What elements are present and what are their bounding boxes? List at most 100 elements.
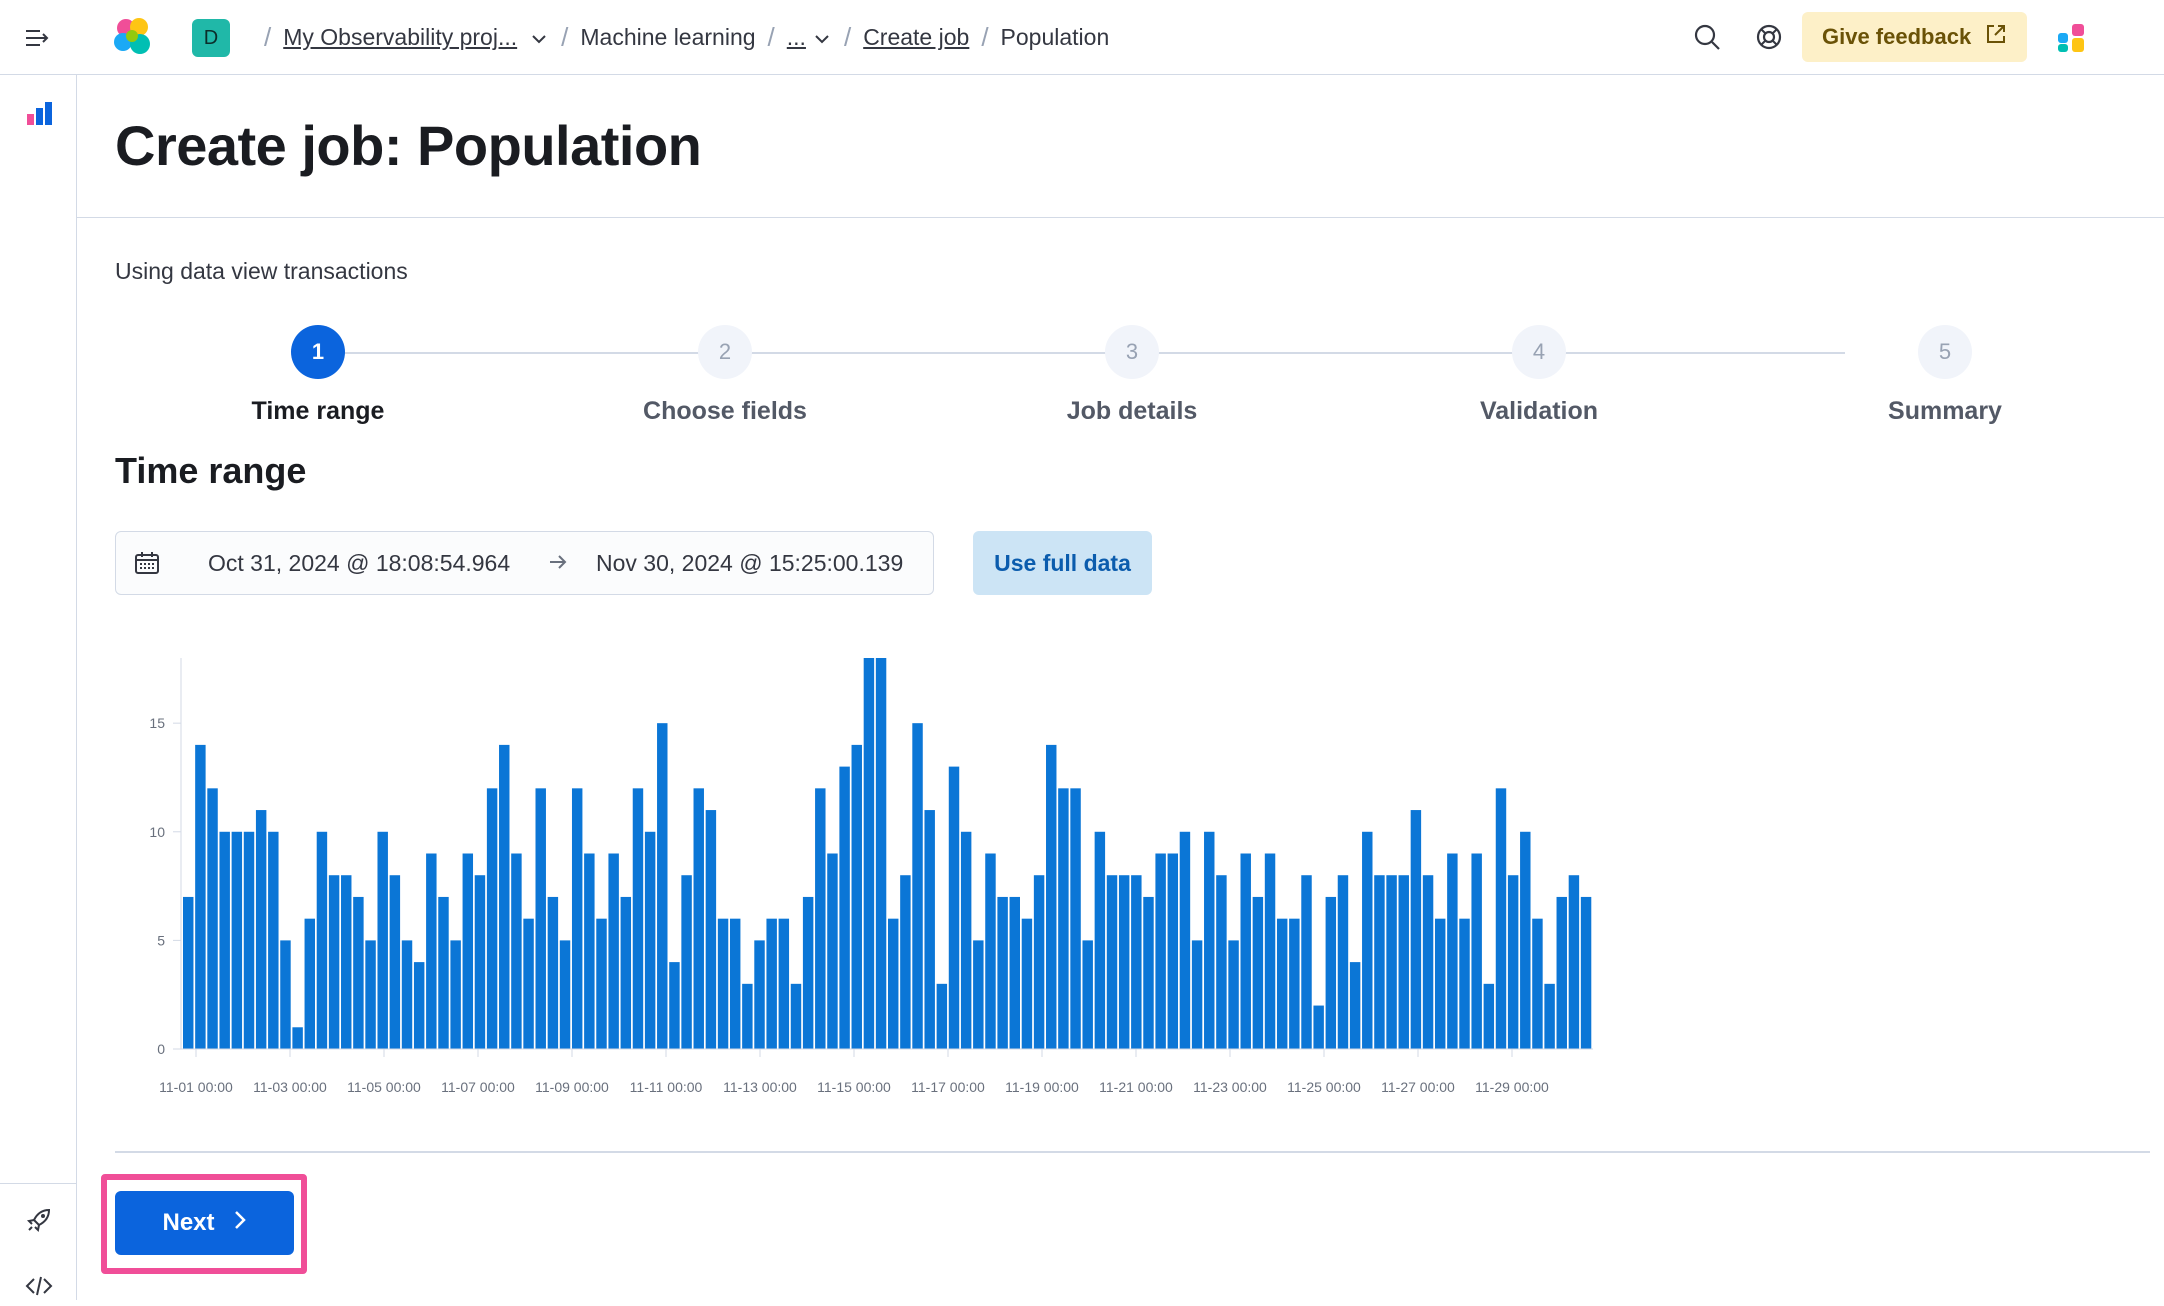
chart-bar — [839, 766, 850, 1049]
chart-bar — [1459, 918, 1470, 1049]
breadcrumb-create-job[interactable]: Create job — [863, 24, 970, 50]
chart-bar — [499, 744, 510, 1049]
chart-bar — [644, 831, 656, 1049]
chart-bar — [584, 853, 595, 1049]
chart-bar — [1058, 788, 1069, 1049]
chart-bar — [1094, 831, 1106, 1049]
chart-bar — [1131, 875, 1142, 1049]
chart-bar — [353, 896, 364, 1049]
use-full-data-button[interactable]: Use full data — [973, 531, 1152, 595]
section-title: Time range — [115, 450, 307, 491]
chart-bar — [802, 896, 814, 1049]
x-tick-label: 11-17 00:00 — [911, 1079, 985, 1095]
search-icon[interactable] — [1690, 20, 1724, 54]
chart-bar — [474, 875, 486, 1049]
arrow-right-icon — [546, 550, 572, 576]
x-tick-label: 11-29 00:00 — [1475, 1079, 1549, 1095]
x-tick-label: 11-19 00:00 — [1005, 1079, 1079, 1095]
breadcrumb-overflow[interactable]: ... — [786, 24, 806, 50]
chart-bar — [280, 940, 291, 1049]
app-switcher-icon[interactable] — [2058, 24, 2086, 52]
step-validation[interactable]: 4 Validation — [1389, 325, 1689, 426]
chart-bar — [535, 788, 546, 1049]
x-tick-label: 11-11 00:00 — [630, 1079, 703, 1095]
chart-bar — [1374, 875, 1385, 1049]
breadcrumb-project[interactable]: My Observability proj... — [283, 24, 518, 50]
step-time-range[interactable]: 1 Time range — [168, 325, 468, 426]
step-label: Choose fields — [643, 397, 807, 425]
step-choose-fields[interactable]: 2 Choose fields — [575, 325, 875, 426]
chart-bar — [1544, 983, 1555, 1049]
chart-bar — [717, 918, 729, 1049]
step-job-details[interactable]: 3 Job details — [982, 325, 1282, 426]
chart-bar — [219, 831, 230, 1049]
chart-bar — [292, 1027, 303, 1049]
x-tick-label: 11-03 00:00 — [253, 1079, 327, 1095]
chart-bar — [596, 918, 607, 1049]
page-title: Create job: Population — [115, 114, 702, 177]
chart-bar — [341, 875, 352, 1049]
step-label: Time range — [251, 397, 385, 425]
chart-bar — [1191, 940, 1203, 1049]
rail-divider — [0, 1183, 77, 1184]
event-rate-chart: 0 5 10 15 11-01 00:00 11-03 00:00 11-05 00:00 1… — [149, 658, 1593, 1095]
chart-bar — [1483, 983, 1495, 1049]
machine-learning-icon[interactable] — [24, 99, 54, 129]
end-date[interactable]: Nov 30, 2024 @ 15:25:00.139 — [596, 550, 904, 576]
x-tick-label: 11-09 00:00 — [535, 1079, 609, 1095]
help-icon[interactable] — [1752, 20, 1786, 54]
chart-bar — [766, 918, 777, 1049]
chart-bar — [1240, 853, 1251, 1049]
chart-bar — [729, 918, 741, 1049]
chart-bar — [973, 940, 984, 1049]
next-label: Next — [162, 1209, 215, 1236]
chart-bar — [1398, 875, 1409, 1049]
y-tick-label: 15 — [149, 715, 165, 731]
chart-bar — [1313, 1005, 1324, 1049]
chart-bar — [183, 896, 194, 1049]
chart-bar — [1325, 896, 1337, 1049]
chart-bar — [693, 788, 704, 1049]
chart-bar — [1410, 810, 1422, 1049]
chart-bar — [268, 831, 279, 1049]
x-tick-label: 11-15 00:00 — [817, 1079, 891, 1095]
breadcrumb-population: Population — [1000, 24, 1110, 50]
nav-toggle-icon[interactable] — [22, 22, 54, 54]
chart-bar — [231, 831, 243, 1049]
date-range-picker: Oct 31, 2024 @ 18:08:54.964 Nov 30, 2024… — [115, 531, 934, 595]
chart-bar — [1143, 896, 1154, 1049]
chart-bar — [1204, 831, 1215, 1049]
chart-bar — [1362, 831, 1373, 1049]
chart-bar — [657, 723, 668, 1049]
chart-bar — [790, 983, 802, 1049]
give-feedback-button[interactable]: Give feedback — [1802, 12, 2028, 62]
step-summary[interactable]: 5 Summary — [1795, 325, 2095, 426]
start-date[interactable]: Oct 31, 2024 @ 18:08:54.964 — [208, 550, 511, 576]
code-icon[interactable] — [24, 1271, 54, 1301]
next-button[interactable]: Next — [115, 1191, 294, 1255]
chevron-down-icon[interactable] — [812, 28, 832, 48]
chart-bar — [1532, 918, 1543, 1049]
y-tick-label: 5 — [157, 932, 165, 948]
steps-connector — [327, 352, 1845, 354]
chart-bar — [863, 658, 875, 1049]
chart-bar — [377, 831, 388, 1049]
step-label: Summary — [1888, 397, 2002, 425]
space-avatar[interactable]: D — [192, 19, 230, 57]
chart-bar — [523, 918, 534, 1049]
chart-bar — [413, 962, 425, 1049]
chart-bar — [438, 896, 449, 1049]
calendar-icon[interactable] — [134, 550, 162, 578]
rocket-icon[interactable] — [24, 1205, 54, 1235]
breadcrumb-separator: / — [767, 22, 775, 52]
chart-bar — [511, 853, 522, 1049]
left-rail — [0, 75, 77, 1300]
elastic-logo-icon[interactable] — [112, 16, 154, 58]
data-view-text: Using data view transactions — [115, 258, 408, 284]
chart-bar — [1009, 896, 1020, 1049]
x-tick-label: 11-27 00:00 — [1381, 1079, 1455, 1095]
step-label: Validation — [1479, 397, 1599, 425]
chart-bar — [1520, 831, 1531, 1049]
chevron-down-icon[interactable] — [529, 28, 549, 48]
x-tick-label: 11-23 00:00 — [1193, 1079, 1267, 1095]
